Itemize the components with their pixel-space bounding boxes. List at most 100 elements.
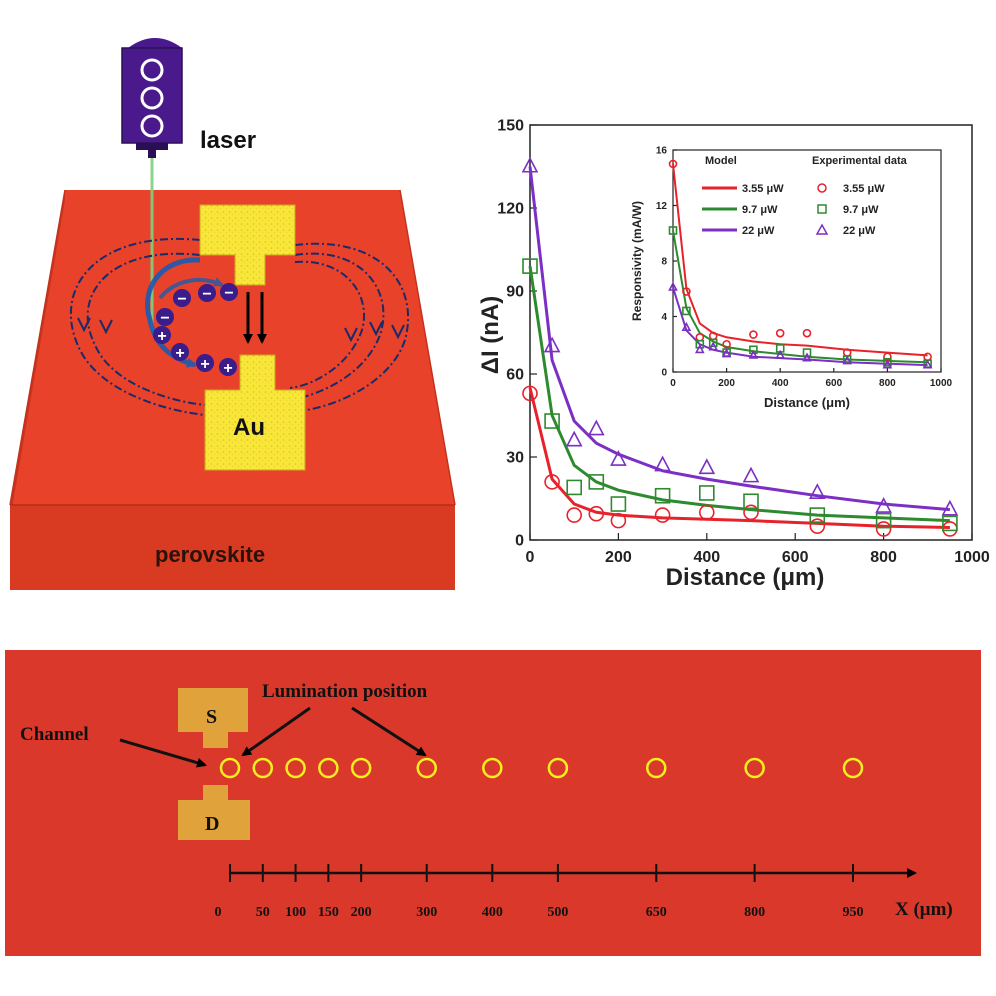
inset-point-2-2 <box>694 344 705 354</box>
main-point-2-8 <box>808 483 826 500</box>
inset-y-label: Responsivity (mA/W) <box>630 201 644 321</box>
legend-data-entry-2: 22 μW <box>843 225 876 237</box>
main-point-1-5 <box>654 487 671 504</box>
main-model-line-1 <box>528 265 950 523</box>
main-point-0-3 <box>588 505 605 522</box>
inset-axes: 0 200 400 600 800 1000 0 4 8 12 16 <box>656 146 953 390</box>
main-point-2-0 <box>521 156 539 173</box>
inset-x-tick-label-1: 200 <box>718 378 735 389</box>
lumination-arrow-left <box>241 706 311 757</box>
lumination-circles <box>219 757 864 779</box>
x-axis-tick-label-0: 0 <box>215 905 222 920</box>
main-point-2-1 <box>543 336 561 353</box>
main-point-0-1 <box>544 474 560 490</box>
device-illustration: laser Au − − − − <box>9 38 456 590</box>
svg-text:−: − <box>202 286 211 303</box>
lumination-schematic: S D Channel Lumination position 0 50 100 15… <box>5 650 981 956</box>
lumination-circle-6 <box>482 757 503 779</box>
drain-label: D <box>205 813 219 835</box>
main-point-2-4 <box>610 449 627 466</box>
main-plot-frame <box>529 124 973 541</box>
x-axis-tick-label-4: 200 <box>351 905 372 920</box>
main-x-tick-label-2: 400 <box>693 549 720 566</box>
inset-point-0-6 <box>775 328 785 338</box>
x-axis-title: X (μm) <box>895 899 953 920</box>
main-point-0-7 <box>743 504 759 521</box>
substrate-label: perovskite <box>155 542 265 567</box>
charge-carriers: − − − − + + + + <box>153 283 238 377</box>
inset-point-2-0 <box>668 281 678 291</box>
x-axis-tick-label-2: 100 <box>285 905 306 920</box>
laser-label: laser <box>200 127 256 154</box>
main-point-1-0 <box>522 258 538 274</box>
x-axis-tick-label-6: 400 <box>482 905 503 920</box>
lumination-circle-4 <box>350 757 372 779</box>
source-electrode <box>178 688 248 748</box>
inset-point-0-7 <box>802 328 812 338</box>
legend-data-entry-1: 9.7 μW <box>843 204 879 216</box>
main-x-tick-label-5: 1000 <box>954 549 990 566</box>
inset-x-tick-label-5: 1000 <box>930 378 953 389</box>
main-point-1-7 <box>743 493 759 510</box>
lumination-circle-1 <box>252 757 274 779</box>
main-x-tick-label-4: 800 <box>870 549 897 566</box>
inset-point-0-1 <box>682 287 691 296</box>
inset-point-1-3 <box>708 338 718 348</box>
inset-chart: 0 200 400 600 800 1000 0 4 8 12 16 Distance (μm) R… <box>628 140 953 412</box>
main-point-2-7 <box>742 466 760 483</box>
x-axis-tick-label-3: 150 <box>318 905 339 920</box>
main-point-0-6 <box>698 504 715 521</box>
main-point-0-8 <box>809 518 826 534</box>
legend-model-entry-2: 22 μW <box>742 225 775 237</box>
inset-point-1-1 <box>682 306 691 316</box>
svg-text:+: + <box>200 356 209 373</box>
substrate-front-face <box>10 505 455 590</box>
main-series <box>521 156 959 537</box>
main-point-2-6 <box>698 458 716 475</box>
inset-point-2-10 <box>922 359 933 369</box>
x-axis-tick-label-9: 800 <box>744 905 765 920</box>
inset-point-1-7 <box>802 348 812 357</box>
inset-x-tick-label-4: 800 <box>879 378 896 389</box>
main-y-tick-label-1: 30 <box>506 450 524 467</box>
svg-text:−: − <box>160 310 169 327</box>
legend-data-entry-0: 3.55 μW <box>843 183 885 195</box>
main-point-0-0 <box>522 385 538 402</box>
channel-arrow <box>119 738 207 768</box>
inset-y-tick-label-4: 16 <box>656 146 668 157</box>
inset-point-1-0 <box>668 226 678 235</box>
main-y-tick-label-3: 90 <box>506 284 524 301</box>
lumination-circle-8 <box>646 757 667 779</box>
main-point-1-6 <box>698 485 715 501</box>
main-y-label: ΔI (nA) <box>477 296 504 375</box>
inset-point-2-1 <box>681 321 692 332</box>
x-axis-ticks: 0 50 100 150 200 300 400 500 650 800 950 <box>215 864 864 920</box>
svg-text:+: + <box>157 328 166 345</box>
field-arrowheads <box>77 317 405 343</box>
inset-point-2-6 <box>775 349 786 359</box>
inset-x-tick-label-2: 400 <box>772 378 789 389</box>
inset-point-0-0 <box>668 159 678 169</box>
inset-point-1-5 <box>749 345 758 355</box>
x-axis-tick-label-8: 650 <box>646 905 667 920</box>
main-point-1-9 <box>875 512 892 529</box>
lumination-circle-10 <box>842 757 864 779</box>
main-point-0-4 <box>610 512 627 529</box>
channel-label: Channel <box>20 724 89 745</box>
main-y-tick-label-4: 120 <box>497 201 524 218</box>
x-axis-tick-label-5: 300 <box>416 905 437 920</box>
main-point-1-8 <box>809 507 826 523</box>
top-electrode <box>199 204 296 286</box>
inset-point-0-4 <box>722 339 731 349</box>
inset-point-0-5 <box>749 330 758 339</box>
svg-text:−: − <box>177 291 186 308</box>
inset-series <box>668 159 933 369</box>
main-y-tick-label-0: 0 <box>515 533 524 550</box>
main-x-tick-label-0: 0 <box>526 549 535 566</box>
svg-text:−: − <box>224 285 233 302</box>
inset-y-tick-label-2: 8 <box>661 257 667 268</box>
main-x-tick-label-3: 600 <box>782 549 809 566</box>
svg-text:+: + <box>175 345 184 362</box>
inset-x-tick-label-0: 0 <box>670 378 676 389</box>
